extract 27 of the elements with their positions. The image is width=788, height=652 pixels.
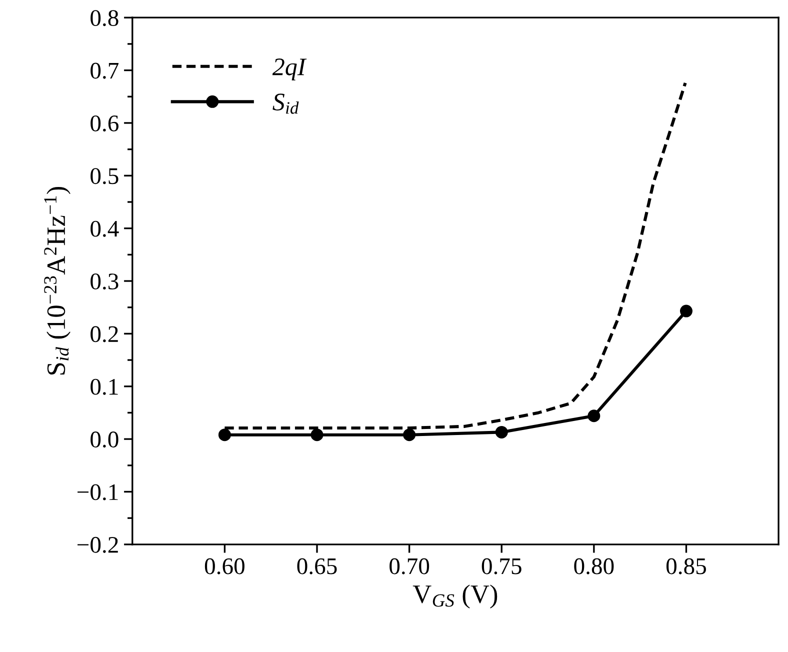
y-tick-label: 0.7	[90, 62, 119, 79]
y-tick-label: 0.8	[90, 10, 118, 26]
x-tick-label: 0.85	[666, 558, 706, 574]
text: S$_{id}$ (10$^{−23}$A$^{2}$Hz$^{−1}$)	[44, 186, 70, 375]
x-axis-title: V$_{GS}$ (V)	[412, 584, 498, 609]
x-tick-label: 0.60	[204, 558, 244, 574]
y-tick-label: −0.1	[78, 484, 118, 500]
point	[403, 428, 416, 442]
x-tick-label: 0.65	[297, 558, 337, 574]
y-tick-label: 0.5	[90, 168, 118, 184]
y-tick-label: 0.1	[90, 378, 118, 395]
y-tick-label: 0.6	[90, 115, 118, 132]
x-tick-label: 0.80	[574, 558, 614, 574]
point	[495, 426, 508, 438]
y-tick-label: −0.2	[78, 536, 118, 553]
y-tick-label: 0.2	[90, 326, 118, 342]
y-tick-label: 0.4	[90, 220, 119, 237]
x-tick-label: 0.75	[482, 558, 522, 574]
point	[680, 304, 692, 318]
legend-label: 2qI	[272, 58, 307, 80]
point	[310, 428, 324, 442]
y-tick-label: 0.0	[90, 432, 118, 448]
legend-label: S$_{id}$	[272, 94, 299, 114]
x-tick-label: 0.70	[390, 558, 430, 574]
y-tick-label: 0.3	[90, 274, 118, 290]
point	[588, 410, 600, 422]
point	[218, 428, 231, 442]
